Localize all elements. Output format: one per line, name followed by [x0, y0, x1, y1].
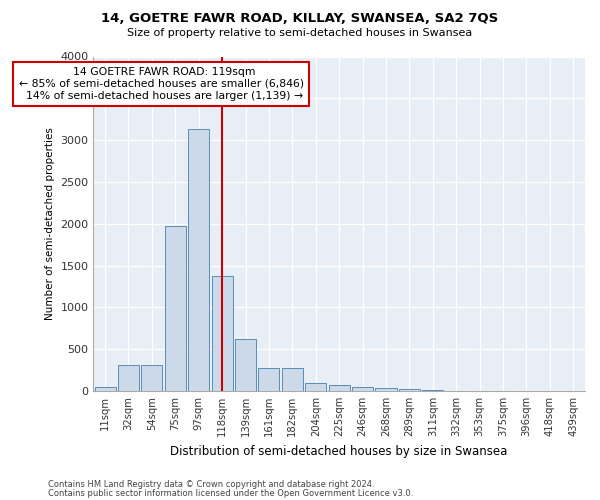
- Bar: [142, 366, 163, 391]
- X-axis label: Distribution of semi-detached houses by size in Swansea: Distribution of semi-detached houses by …: [170, 444, 508, 458]
- Text: Contains HM Land Registry data © Crown copyright and database right 2024.: Contains HM Land Registry data © Crown c…: [48, 480, 374, 489]
- Text: 14 GOETRE FAWR ROAD: 119sqm
← 85% of semi-detached houses are smaller (6,846)
  : 14 GOETRE FAWR ROAD: 119sqm ← 85% of sem…: [19, 68, 304, 100]
- Bar: [235, 339, 256, 391]
- Bar: [188, 129, 209, 391]
- Bar: [282, 368, 303, 391]
- Bar: [399, 390, 420, 391]
- Bar: [118, 366, 139, 391]
- Bar: [352, 387, 373, 391]
- Bar: [259, 368, 280, 391]
- Bar: [422, 390, 443, 391]
- Bar: [95, 387, 116, 391]
- Bar: [165, 226, 186, 391]
- Y-axis label: Number of semi-detached properties: Number of semi-detached properties: [45, 128, 55, 320]
- Text: 14, GOETRE FAWR ROAD, KILLAY, SWANSEA, SA2 7QS: 14, GOETRE FAWR ROAD, KILLAY, SWANSEA, S…: [101, 12, 499, 26]
- Bar: [329, 386, 350, 391]
- Text: Size of property relative to semi-detached houses in Swansea: Size of property relative to semi-detach…: [127, 28, 473, 38]
- Text: Contains public sector information licensed under the Open Government Licence v3: Contains public sector information licen…: [48, 489, 413, 498]
- Bar: [376, 388, 397, 391]
- Bar: [305, 382, 326, 391]
- Bar: [212, 276, 233, 391]
